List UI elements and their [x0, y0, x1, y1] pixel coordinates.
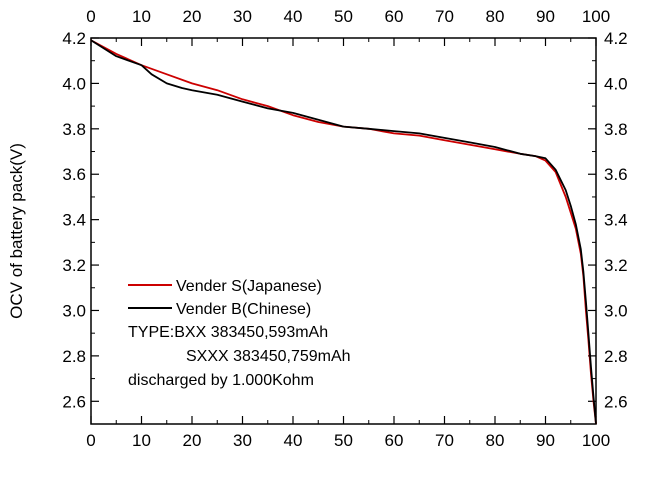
y-tick-label-right: 2.8: [604, 347, 628, 366]
x-tick-label-top: 40: [284, 7, 303, 26]
x-tick-label-bottom: 30: [233, 431, 252, 450]
x-tick-label-bottom: 100: [582, 431, 610, 450]
y-tick-label-left: 2.8: [62, 347, 86, 366]
y-tick-label-right: 3.8: [604, 120, 628, 139]
legend-box: [112, 266, 408, 402]
y-tick-label-right: 3.4: [604, 211, 628, 230]
x-tick-label-bottom: 60: [385, 431, 404, 450]
x-tick-label-bottom: 80: [486, 431, 505, 450]
x-tick-label-top: 90: [536, 7, 555, 26]
annotation-discharge: discharged by 1.000Kohm: [128, 372, 314, 389]
series-layer: [90, 39, 597, 425]
annotation-type-sxxx: SXXX 383450,759mAh: [186, 348, 351, 365]
x-tick-label-bottom: 0: [86, 431, 95, 450]
y-tick-label-right: 4.0: [604, 74, 628, 93]
y-tick-label-left: 3.4: [62, 211, 86, 230]
x-tick-label-top: 0: [86, 7, 95, 26]
y-tick-label-left: 3.2: [62, 256, 86, 275]
y-tick-label-left: 3.8: [62, 120, 86, 139]
y-axis-title: OCV of battery pack(V): [7, 143, 26, 319]
x-tick-label-top: 100: [582, 7, 610, 26]
x-tick-label-top: 70: [435, 7, 454, 26]
y-tick-label-right: 3.6: [604, 165, 628, 184]
y-tick-label-right: 3.2: [604, 256, 628, 275]
y-tick-label-left: 3.0: [62, 301, 86, 320]
annotation-type-bxx: TYPE:BXX 383450,593mAh: [128, 324, 328, 341]
y-tick-label-right: 2.6: [604, 392, 628, 411]
y-tick-label-left: 4.2: [62, 29, 86, 48]
x-tick-label-bottom: 40: [284, 431, 303, 450]
x-tick-label-bottom: 90: [536, 431, 555, 450]
y-tick-label-right: 4.2: [604, 29, 628, 48]
y-tick-label-right: 3.0: [604, 301, 628, 320]
x-tick-label-top: 60: [385, 7, 404, 26]
x-tick-label-top: 30: [233, 7, 252, 26]
x-tick-label-top: 20: [183, 7, 202, 26]
axis-ticks: [90, 37, 597, 424]
legend-label-vender-s: Vender S(Japanese): [176, 278, 322, 295]
x-tick-label-bottom: 10: [132, 431, 151, 450]
x-tick-label-top: 80: [486, 7, 505, 26]
y-tick-label-left: 2.6: [62, 392, 86, 411]
y-tick-label-left: 3.6: [62, 165, 86, 184]
series-line-vender-b: [90, 39, 597, 425]
axis-tick-labels: 0 0 10 10 20 20 30 30 40 40 50 50 60 60 70 70 80 80 90 90 10…: [62, 7, 627, 450]
legend-label-vender-b: Vender B(Chinese): [176, 301, 311, 318]
x-tick-label-bottom: 70: [435, 431, 454, 450]
x-tick-label-bottom: 50: [334, 431, 353, 450]
x-tick-label-top: 50: [334, 7, 353, 26]
y-tick-label-left: 4.0: [62, 74, 86, 93]
x-tick-label-top: 10: [132, 7, 151, 26]
x-tick-label-bottom: 20: [183, 431, 202, 450]
